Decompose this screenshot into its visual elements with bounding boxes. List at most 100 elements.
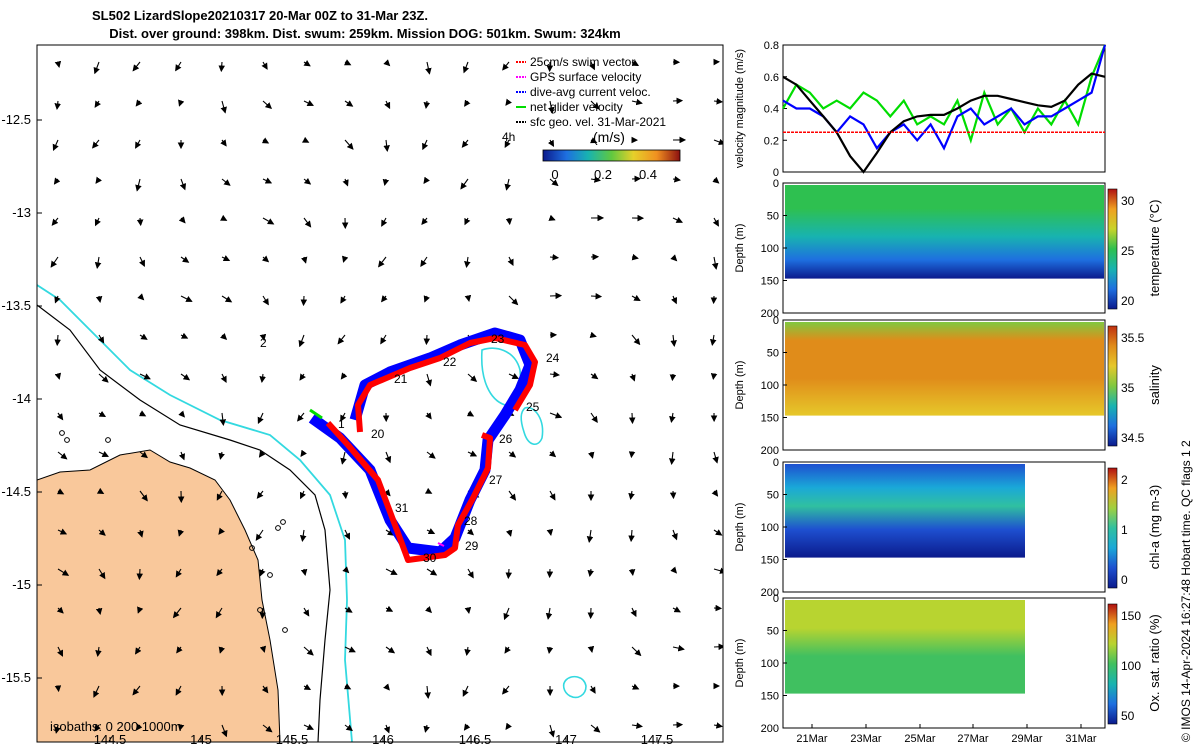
vector-arrow xyxy=(221,295,233,303)
vector-arrow xyxy=(631,98,643,106)
section-ytick-label: 50 xyxy=(767,490,779,502)
vector-arrow xyxy=(631,722,643,729)
vector-arrow xyxy=(97,334,105,344)
vector-arrow xyxy=(52,139,59,152)
vector-arrow xyxy=(344,59,352,66)
vector-arrow xyxy=(54,685,62,693)
section-data-field xyxy=(785,600,1025,694)
vector-arrow xyxy=(220,373,227,383)
section-ytick-label: 50 xyxy=(767,211,779,223)
vector-arrow xyxy=(340,295,347,304)
vector-arrow xyxy=(94,724,101,732)
vector-arrow xyxy=(299,490,306,500)
vector-arrow xyxy=(303,60,311,67)
vector-arrow xyxy=(586,529,594,543)
vector-arrow xyxy=(216,490,223,501)
vector-arrow xyxy=(672,216,683,223)
vector-arrow xyxy=(139,333,148,340)
vector-arrow xyxy=(549,178,559,187)
map-plot-area: 20 21 22 23 24 25 26 27 28 29 30 31 1 2 isobaths: 0 2… xyxy=(37,45,723,742)
vector-arrow xyxy=(671,529,678,541)
vector-arrow xyxy=(218,646,226,654)
section-ytick-label: 0 xyxy=(773,457,779,469)
vector-arrow xyxy=(590,100,600,110)
vector-arrow xyxy=(590,176,601,183)
vector-arrow xyxy=(590,292,603,300)
section-colorbar-label: temperature (°C) xyxy=(1147,200,1162,297)
vector-arrow xyxy=(383,59,391,67)
vector-arrow xyxy=(422,139,429,151)
vector-arrow xyxy=(301,136,310,143)
isobath-eddy-3 xyxy=(562,675,587,699)
map-xtick-label: 144.5 xyxy=(94,732,127,747)
section-ytick-label: 150 xyxy=(761,691,779,703)
vector-arrow xyxy=(51,217,59,226)
chart-title-line2: Dist. over ground: 398km. Dist. swum: 25… xyxy=(109,26,621,41)
section-colorbar xyxy=(1107,325,1118,447)
vector-arrow xyxy=(300,295,308,307)
vector-arrow xyxy=(342,178,349,187)
vector-arrow xyxy=(385,605,394,612)
vector-arrow xyxy=(94,100,101,108)
isobath-1000m xyxy=(37,284,353,742)
vector-arrow xyxy=(54,60,62,68)
vector-arrow xyxy=(177,529,185,537)
vector-arrow xyxy=(504,178,511,191)
vector-arrow xyxy=(378,256,387,268)
vector-arrow xyxy=(426,528,436,535)
vector-arrow xyxy=(139,490,148,502)
vector-arrow xyxy=(464,217,471,226)
map-ytick-label: -15.5 xyxy=(1,670,31,685)
vector-arrow xyxy=(54,372,62,380)
section-ylabel: Depth (m) xyxy=(734,224,746,273)
vector-arrow xyxy=(467,450,478,457)
section-data-field xyxy=(785,185,1104,279)
vector-arrow xyxy=(132,685,141,696)
vector-arrow xyxy=(424,685,431,699)
vector-arrow xyxy=(178,451,185,461)
vector-arrow xyxy=(57,646,63,657)
vector-arrow xyxy=(175,61,182,72)
vector-arrow xyxy=(466,528,475,536)
vector-arrow xyxy=(423,724,430,733)
vector-arrow xyxy=(216,568,224,577)
section-ylabel: Depth (m) xyxy=(734,503,746,552)
day-label: 31 xyxy=(395,501,409,515)
map-colorbar xyxy=(542,149,681,162)
section-colorbar-label: Ox. sat. ratio (%) xyxy=(1147,614,1162,712)
vector-arrow xyxy=(136,568,144,581)
vector-arrow xyxy=(423,295,430,303)
vector-arrow xyxy=(503,607,510,621)
vector-arrow xyxy=(300,449,307,457)
vector-arrow xyxy=(631,646,642,657)
vector-arrow xyxy=(220,332,228,340)
vector-arrow xyxy=(464,606,472,614)
vector-arrow xyxy=(381,295,388,303)
vector-arrow xyxy=(549,253,560,261)
vector-arrow xyxy=(587,451,595,459)
section-ytick-label: 150 xyxy=(761,555,779,567)
legend-label: GPS surface velocity xyxy=(530,70,641,84)
day-label: 25 xyxy=(526,400,540,414)
vector-arrow xyxy=(713,643,723,651)
vector-arrow xyxy=(467,568,474,579)
map-ytick-label: -13.5 xyxy=(1,298,31,313)
chart-title-line1: SL502 LizardSlope20210317 20-Mar 00Z to … xyxy=(92,8,428,23)
velocity-ytick-label: 0.8 xyxy=(764,40,779,52)
vector-arrow xyxy=(344,724,353,732)
vector-arrow xyxy=(464,294,472,302)
vector-arrow xyxy=(383,489,391,497)
legend-label: dive-avg current veloc. xyxy=(530,85,651,99)
map-colorbar-tick: 0.2 xyxy=(594,167,612,182)
vector-arrow xyxy=(384,451,392,464)
section-data-field xyxy=(785,322,1104,416)
reef-outlines xyxy=(59,430,288,633)
vector-arrow xyxy=(505,98,512,106)
vector-arrow xyxy=(548,450,557,458)
map-ytick-label: -14.5 xyxy=(1,484,31,499)
vector-arrow xyxy=(464,646,471,656)
vector-arrow xyxy=(135,139,142,149)
vector-arrow xyxy=(548,724,556,738)
vector-arrow xyxy=(53,177,61,185)
